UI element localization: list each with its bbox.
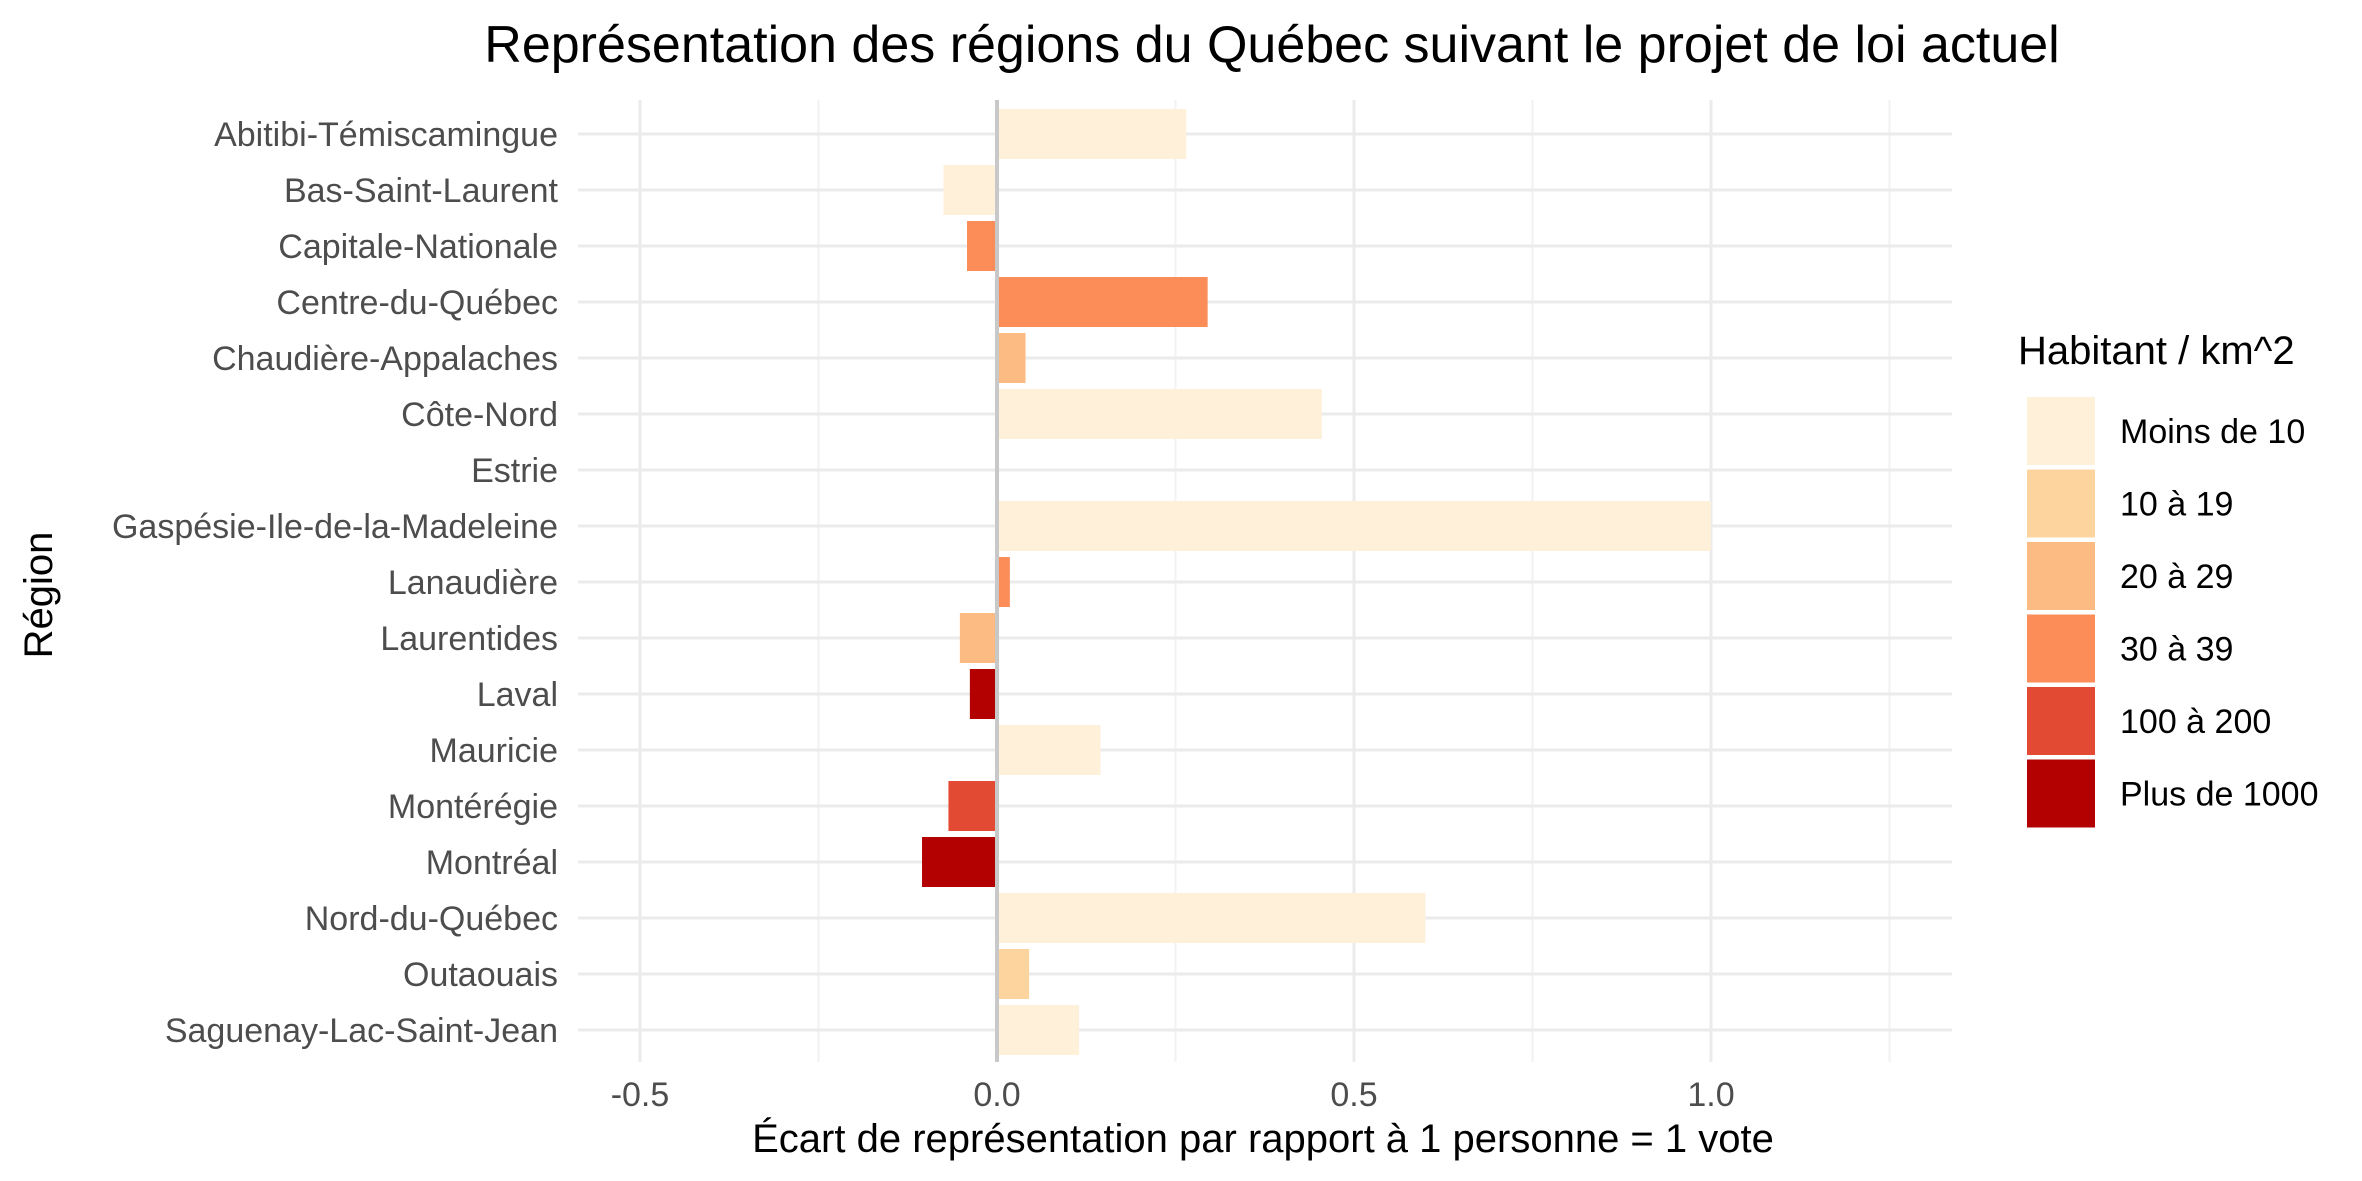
legend-swatch — [2027, 469, 2095, 538]
bars — [922, 100, 1711, 1062]
legend-title: Habitant / km^2 — [2018, 329, 2295, 373]
chart-title: Représentation des régions du Québec sui… — [484, 16, 2059, 74]
legend-label: 10 à 19 — [2120, 486, 2233, 524]
x-axis-label: Écart de représentation par rapport à 1 … — [752, 1116, 1774, 1161]
y-tick-label: Bas-Saint-Laurent — [284, 172, 559, 210]
y-tick-label: Laval — [477, 676, 558, 714]
legend: Habitant / km^2 Moins de 10 10 à 19 20 à 2… — [2018, 329, 2319, 828]
bar — [967, 221, 997, 271]
x-tick-label: 0.5 — [1330, 1076, 1377, 1114]
y-tick-label: Centre-du-Québec — [276, 284, 558, 322]
bar — [997, 333, 1026, 383]
legend-swatch — [2027, 542, 2095, 610]
bar — [997, 389, 1322, 439]
y-tick-label: Montérégie — [388, 788, 558, 826]
bar — [969, 669, 997, 719]
legend-label: 30 à 39 — [2120, 631, 2233, 669]
bar — [943, 165, 997, 215]
bar — [997, 725, 1101, 775]
bar — [997, 277, 1208, 327]
y-tick-label: Outaouais — [403, 956, 558, 994]
legend-label: Moins de 10 — [2120, 413, 2305, 451]
y-tick-label: Estrie — [471, 452, 558, 490]
legend-swatch — [2027, 397, 2095, 465]
x-tick-label: 1.0 — [1687, 1076, 1734, 1114]
x-tick-label: -0.5 — [611, 1076, 670, 1114]
bar — [997, 557, 1010, 607]
y-tick-labels: Abitibi-Témiscamingue Bas-Saint-Laurent Ca… — [112, 116, 559, 1050]
y-tick-label: Capitale-Nationale — [278, 228, 558, 266]
y-tick-label: Saguenay-Lac-Saint-Jean — [165, 1012, 558, 1050]
x-tick-labels: -0.5 0.0 0.5 1.0 — [611, 1076, 1735, 1114]
y-tick-label: Côte-Nord — [401, 396, 558, 434]
bar — [959, 613, 997, 663]
bar — [997, 109, 1187, 159]
bar — [997, 1005, 1080, 1055]
legend-swatch — [2027, 759, 2095, 828]
y-tick-label: Lanaudière — [388, 564, 558, 602]
bar — [997, 893, 1426, 943]
y-tick-label: Mauricie — [430, 732, 558, 770]
y-tick-label: Abitibi-Témiscamingue — [214, 116, 558, 154]
legend-swatch — [2027, 614, 2095, 683]
bar — [997, 949, 1030, 999]
bar — [997, 501, 1711, 551]
y-tick-label: Nord-du-Québec — [305, 900, 558, 938]
legend-label: 20 à 29 — [2120, 558, 2233, 596]
legend-label: 100 à 200 — [2120, 703, 2271, 741]
y-tick-label: Laurentides — [380, 620, 558, 658]
y-tick-label: Montréal — [426, 844, 558, 882]
y-tick-label: Gaspésie-Ile-de-la-Madeleine — [112, 508, 558, 546]
y-axis-label: Région — [17, 532, 61, 659]
bar — [948, 781, 997, 831]
x-tick-label: 0.0 — [973, 1076, 1020, 1114]
legend-items: Moins de 10 10 à 19 20 à 29 30 à 39 100 à 20… — [2027, 397, 2319, 828]
y-tick-label: Chaudière-Appalaches — [212, 340, 558, 378]
legend-label: Plus de 1000 — [2120, 776, 2319, 814]
bar — [922, 837, 997, 887]
legend-swatch — [2027, 687, 2095, 755]
